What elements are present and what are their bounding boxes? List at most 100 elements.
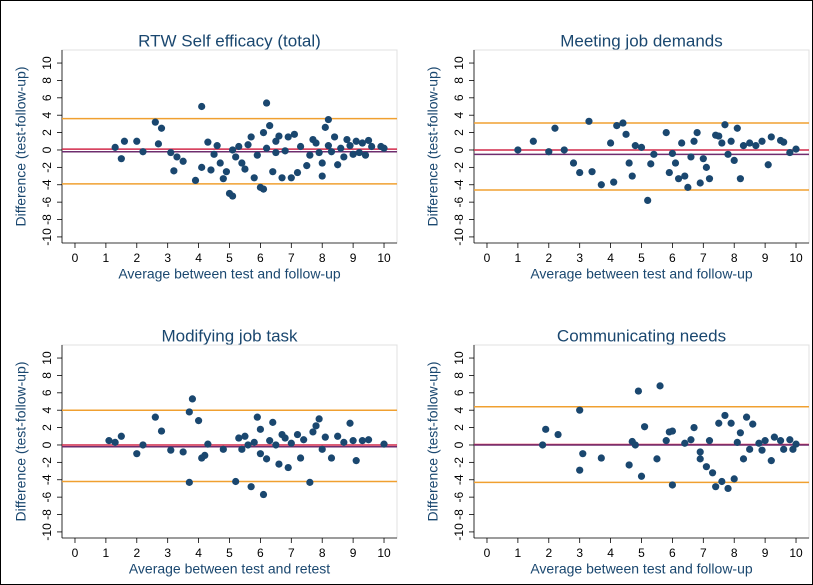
x-tick-label: 4 (195, 251, 202, 265)
x-tick-label: 7 (288, 251, 295, 265)
point (293, 430, 302, 439)
point (752, 142, 760, 150)
point (334, 432, 342, 440)
x-tick-label: 0 (72, 546, 79, 560)
point (721, 411, 729, 420)
y-tick-label: 2 (452, 129, 466, 136)
point (346, 142, 354, 150)
x-tick-label: 7 (700, 251, 707, 265)
point (780, 445, 788, 453)
y-tick-label: -2 (452, 457, 466, 468)
point (210, 150, 218, 158)
point (259, 185, 268, 193)
y-tick-label: 6 (40, 94, 54, 101)
point (256, 450, 265, 458)
point (650, 150, 658, 158)
point (705, 437, 714, 445)
point (346, 419, 354, 427)
y-tick-label: -2 (452, 162, 466, 173)
point (361, 151, 370, 159)
point (284, 463, 292, 472)
point (693, 128, 701, 137)
y-tick-label: -10 (40, 523, 54, 541)
point (201, 451, 209, 460)
point (157, 124, 166, 132)
x-tick-label: 1 (515, 546, 522, 560)
y-tick-label: 0 (452, 441, 466, 448)
point (644, 196, 652, 205)
point (207, 166, 215, 174)
point (613, 122, 621, 130)
y-tick-label: 2 (40, 129, 54, 136)
y-tick-label: -2 (40, 457, 54, 468)
point (786, 436, 794, 444)
point (334, 161, 342, 169)
point (597, 181, 605, 189)
point (272, 441, 280, 449)
y-axis-label: Difference (test-follow-up) (425, 361, 441, 521)
y-tick-label: -6 (452, 491, 466, 502)
point (668, 427, 677, 435)
point (767, 457, 775, 465)
x-tick-label: 4 (195, 546, 202, 560)
point (337, 144, 345, 152)
point (529, 137, 537, 145)
x-axis-label: Average between test and follow-up (530, 561, 753, 577)
point (702, 463, 710, 471)
point (191, 176, 200, 185)
point (631, 142, 639, 150)
point (290, 130, 298, 138)
point (554, 430, 562, 439)
point (718, 477, 726, 486)
y-tick-label: 8 (452, 77, 466, 84)
y-axis-label: Difference (test-follow-up) (13, 66, 29, 226)
panel-title: Communicating needs (557, 326, 726, 345)
point (786, 148, 794, 157)
point (668, 149, 677, 158)
point (253, 151, 261, 159)
point (792, 440, 800, 448)
point (671, 159, 680, 167)
point (724, 484, 732, 493)
point (179, 448, 187, 456)
point (758, 446, 766, 454)
x-tick-label: 1 (103, 251, 110, 265)
y-tick-label: -8 (452, 509, 466, 520)
y-tick-label: 8 (40, 77, 54, 84)
x-tick-label: 2 (545, 251, 552, 265)
point (622, 130, 630, 138)
point (318, 159, 326, 167)
point (718, 139, 726, 147)
point (730, 156, 738, 165)
y-axis-label: Difference (test-follow-up) (13, 361, 29, 521)
point (340, 153, 348, 161)
panel-title: RTW Self efficacy (total) (138, 31, 321, 50)
point (204, 138, 212, 146)
point (232, 477, 240, 486)
point (179, 157, 187, 165)
point (545, 148, 553, 156)
point (238, 159, 246, 167)
y-tick-label: -10 (40, 228, 54, 246)
point (117, 432, 125, 440)
point (278, 174, 286, 182)
point (111, 143, 119, 151)
point (300, 436, 308, 444)
point (235, 434, 243, 442)
point (105, 437, 113, 445)
point (610, 178, 618, 186)
point (167, 148, 175, 157)
point (681, 172, 689, 180)
point (736, 429, 744, 437)
point (170, 167, 178, 175)
point (241, 165, 249, 173)
y-tick-label: 10 (452, 56, 466, 70)
x-tick-label: 7 (700, 546, 707, 560)
point (715, 419, 723, 427)
point (678, 139, 686, 147)
x-axis-label: Average between test and follow-up (118, 266, 341, 282)
point (198, 102, 206, 111)
point (309, 428, 317, 436)
y-tick-label: -4 (452, 474, 466, 485)
point (266, 122, 274, 130)
